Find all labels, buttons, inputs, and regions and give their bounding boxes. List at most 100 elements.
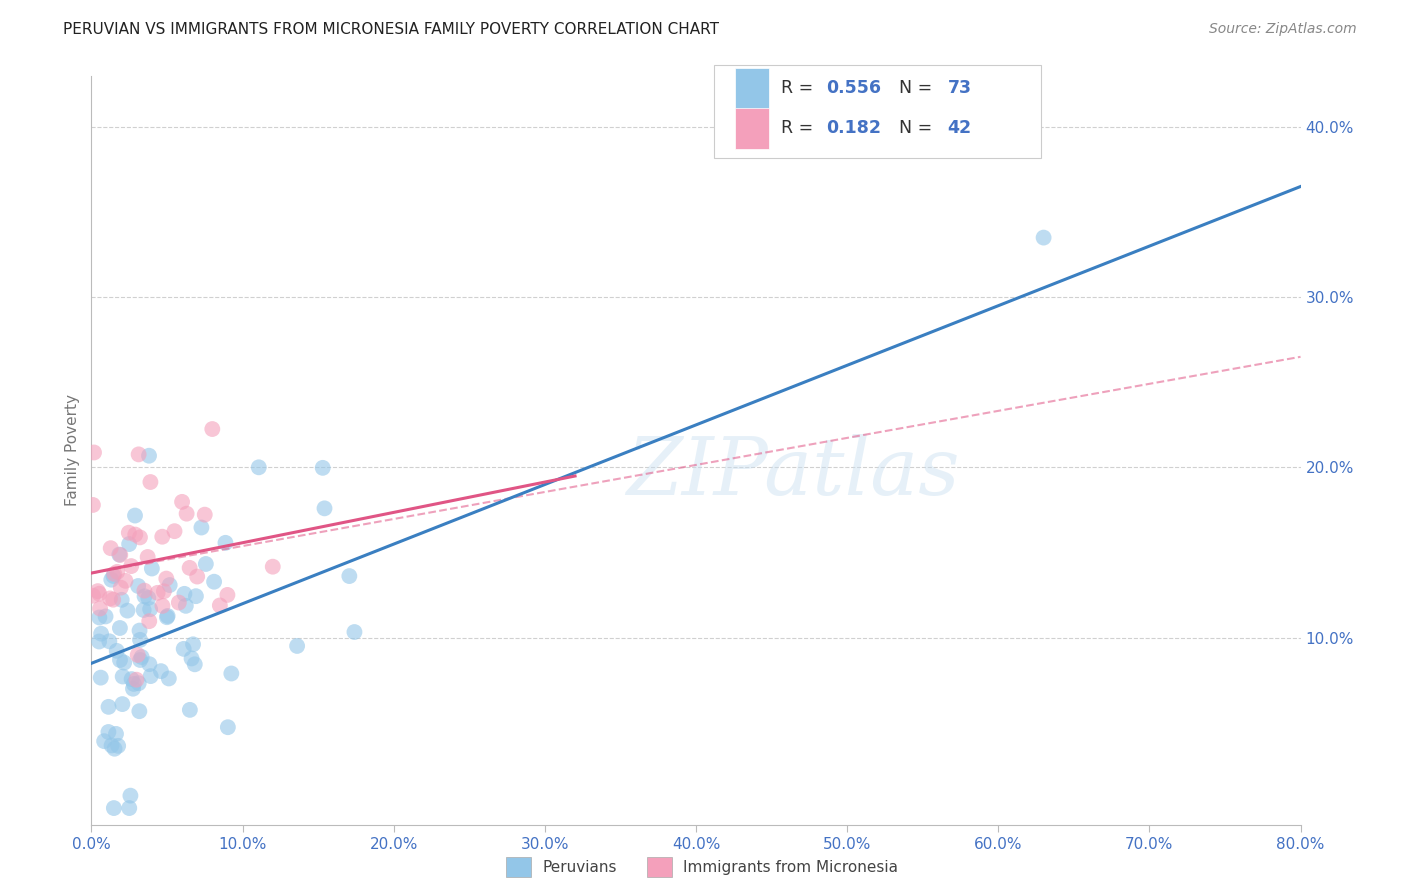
Point <box>139 602 162 616</box>
Point <box>127 579 149 593</box>
Point <box>118 537 141 551</box>
Point <box>179 703 201 717</box>
Point <box>103 741 125 756</box>
Point <box>156 609 179 624</box>
Point <box>110 581 132 595</box>
Point <box>105 565 128 579</box>
Point <box>314 501 336 516</box>
Point <box>163 524 186 538</box>
Point <box>121 672 143 686</box>
Point <box>190 520 212 534</box>
Point <box>221 666 243 681</box>
Point <box>172 495 194 509</box>
Text: ZIPatlas: ZIPatlas <box>626 434 959 512</box>
Text: 42: 42 <box>948 119 972 137</box>
Point <box>184 657 207 672</box>
Point <box>127 648 149 662</box>
Point <box>124 508 146 523</box>
Point <box>97 699 120 714</box>
Point <box>262 559 284 574</box>
Text: R =: R = <box>780 79 818 97</box>
Point <box>103 801 125 815</box>
Text: Source: ZipAtlas.com: Source: ZipAtlas.com <box>1209 22 1357 37</box>
Point <box>173 587 195 601</box>
Point <box>110 548 132 562</box>
FancyBboxPatch shape <box>647 857 672 877</box>
Point <box>103 569 125 583</box>
Point <box>107 739 129 753</box>
Point <box>87 634 110 648</box>
Point <box>134 589 156 603</box>
Point <box>159 578 181 592</box>
Point <box>149 664 172 678</box>
Point <box>208 599 231 613</box>
Point <box>125 673 148 687</box>
Text: 0.182: 0.182 <box>827 119 882 137</box>
Point <box>129 530 152 544</box>
Point <box>111 697 134 711</box>
Point <box>181 637 204 651</box>
Point <box>111 669 134 683</box>
Point <box>100 739 122 753</box>
Point <box>114 574 136 588</box>
Point <box>152 599 174 613</box>
Point <box>111 592 134 607</box>
Point <box>103 592 125 607</box>
Point <box>156 610 179 624</box>
Point <box>184 589 207 603</box>
Point <box>128 624 150 638</box>
Point <box>122 677 145 691</box>
Point <box>174 599 197 613</box>
Point <box>155 572 177 586</box>
Point <box>150 530 173 544</box>
Point <box>129 653 152 667</box>
Point <box>124 527 146 541</box>
Text: 0.556: 0.556 <box>827 79 882 97</box>
Point <box>90 671 112 685</box>
Point <box>139 669 162 683</box>
Point <box>138 614 160 628</box>
Point <box>87 584 110 599</box>
Point <box>105 644 128 658</box>
Point <box>176 507 198 521</box>
Point <box>180 651 202 665</box>
Point <box>202 574 225 589</box>
Point <box>217 720 239 734</box>
Point <box>100 541 122 556</box>
Point <box>285 639 308 653</box>
Point <box>120 559 142 574</box>
Point <box>201 422 224 436</box>
Point <box>112 656 135 670</box>
Point <box>134 583 156 598</box>
Point <box>83 445 105 459</box>
Text: Immigrants from Micronesia: Immigrants from Micronesia <box>683 860 898 874</box>
Point <box>138 657 160 672</box>
Point <box>194 557 217 571</box>
FancyBboxPatch shape <box>714 64 1040 158</box>
Point <box>343 625 366 640</box>
Point <box>128 704 150 718</box>
Point <box>214 536 236 550</box>
FancyBboxPatch shape <box>735 68 769 110</box>
Point <box>1032 230 1054 244</box>
FancyBboxPatch shape <box>506 857 531 877</box>
Point <box>179 561 201 575</box>
Point <box>89 601 111 615</box>
Point <box>136 591 159 605</box>
Point <box>108 548 131 562</box>
Point <box>104 727 127 741</box>
Point <box>120 789 142 803</box>
Point <box>103 566 125 581</box>
Text: PERUVIAN VS IMMIGRANTS FROM MICRONESIA FAMILY POVERTY CORRELATION CHART: PERUVIAN VS IMMIGRANTS FROM MICRONESIA F… <box>63 22 720 37</box>
Point <box>98 634 121 648</box>
Text: R =: R = <box>780 119 824 137</box>
Point <box>157 672 180 686</box>
Point <box>90 626 112 640</box>
Point <box>186 569 208 583</box>
Point <box>167 596 190 610</box>
Point <box>141 561 163 575</box>
Point <box>122 681 145 696</box>
Point <box>117 604 139 618</box>
Y-axis label: Family Poverty: Family Poverty <box>65 394 80 507</box>
Point <box>108 653 131 667</box>
